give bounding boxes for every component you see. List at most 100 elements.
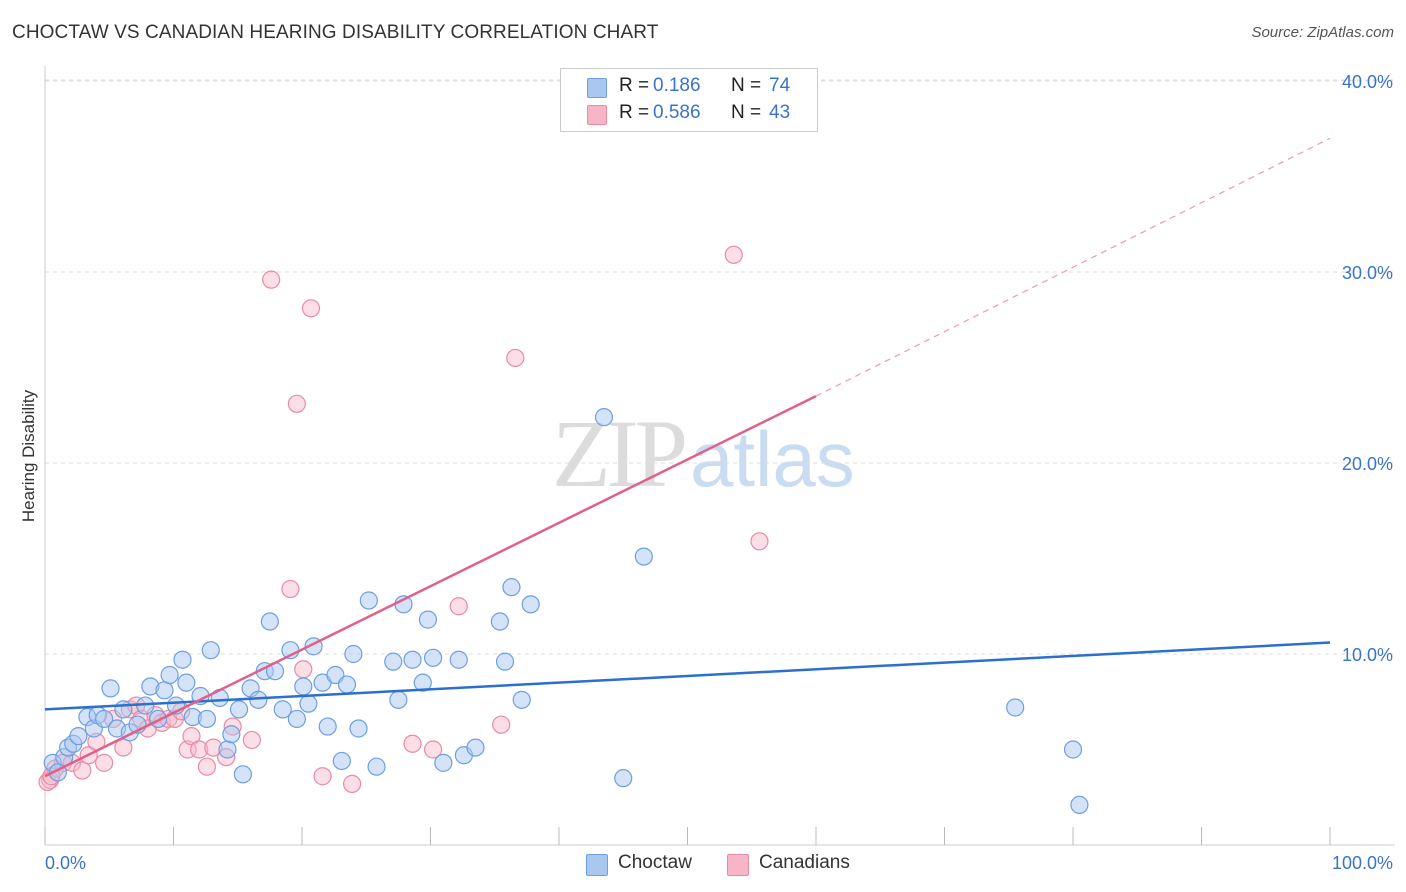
- choctaw-point: [384, 652, 403, 671]
- choctaw-point: [502, 578, 521, 597]
- canadians-point: [403, 734, 422, 753]
- choctaw-point: [359, 591, 378, 610]
- canadians-point: [294, 660, 313, 679]
- choctaw-point: [512, 690, 531, 709]
- canadians-point: [449, 597, 468, 616]
- choctaw-point: [349, 719, 368, 738]
- choctaw-point: [173, 650, 192, 669]
- bottom-legend-label: Choctaw: [618, 852, 692, 873]
- canadians-point: [506, 348, 525, 368]
- choctaw-point: [160, 665, 179, 685]
- choctaw-point: [434, 753, 453, 772]
- watermark-zip: ZIP: [552, 400, 688, 507]
- canadians-point: [343, 774, 362, 793]
- choctaw-point: [287, 709, 306, 729]
- choctaw-point: [318, 717, 337, 736]
- y-tick-label: 10.0%: [1342, 645, 1393, 665]
- canadians-point: [301, 299, 321, 318]
- choctaw-point: [299, 694, 318, 713]
- choctaw-swatch: [587, 78, 607, 98]
- legend-r-value: 0.186: [653, 75, 701, 96]
- choctaw-point: [449, 650, 468, 669]
- canadians-trend-line: [44, 395, 817, 778]
- choctaw-point: [466, 738, 485, 757]
- canadians-point: [313, 767, 332, 786]
- canadians-swatch: [587, 105, 607, 125]
- choctaw-point: [229, 700, 249, 719]
- canadians-point: [114, 738, 133, 757]
- choctaw-point: [490, 612, 509, 631]
- source-label: Source: ZipAtlas.com: [1251, 24, 1394, 41]
- choctaw-point: [634, 547, 653, 566]
- chart-title: CHOCTAW VS CANADIAN HEARING DISABILITY C…: [12, 22, 659, 43]
- choctaw-point: [1006, 698, 1025, 717]
- y-tick-label: 40.0%: [1342, 72, 1393, 92]
- canadians-point: [242, 730, 261, 750]
- y-tick-label: 20.0%: [1342, 454, 1393, 474]
- choctaw-point: [367, 757, 386, 776]
- tick-labels: 10.0% 20.0% 30.0% 40.0% 0.0% 100.0% Hearing Di…: [19, 72, 1393, 873]
- canadians-trend-extension: [815, 137, 1331, 397]
- canadians-point: [750, 532, 769, 551]
- choctaw-point: [114, 700, 133, 719]
- choctaw-point: [614, 769, 633, 788]
- y-axis-title: Hearing Disability: [19, 389, 38, 522]
- bottom-legend-label: Canadians: [759, 852, 850, 873]
- choctaw-trend-line: [44, 641, 1331, 711]
- canadians-point: [95, 753, 114, 772]
- choctaw-point: [418, 610, 438, 629]
- legend-n-label: N =: [731, 102, 762, 123]
- canadians-point: [423, 740, 443, 759]
- watermark-atlas: atlas: [690, 415, 855, 503]
- correlation-legend: R = 0.186 N = 74 R = 0.586 N = 43: [560, 68, 818, 132]
- legend-r-value: 0.586: [653, 102, 701, 123]
- choctaw-point: [233, 765, 252, 784]
- x-tick-label: 100.0%: [1332, 853, 1393, 873]
- choctaw-point: [413, 673, 432, 692]
- canadians-point: [287, 394, 306, 413]
- choctaw-swatch: [586, 854, 608, 876]
- choctaw-point: [177, 673, 196, 692]
- y-tick-label: 30.0%: [1342, 263, 1393, 283]
- choctaw-point: [521, 595, 540, 614]
- canadians-swatch: [727, 854, 749, 876]
- choctaw-point: [69, 727, 88, 746]
- choctaw-point: [423, 648, 443, 667]
- choctaw-point: [1063, 740, 1083, 759]
- data-points: [38, 245, 1089, 814]
- choctaw-point: [294, 677, 313, 696]
- x-tick-label: 0.0%: [45, 853, 86, 873]
- canadians-point: [182, 727, 201, 746]
- choctaw-point: [155, 681, 174, 700]
- choctaw-point: [403, 650, 422, 669]
- canadians-point: [73, 761, 92, 780]
- legend-n-label: N =: [731, 75, 762, 96]
- canadians-point: [190, 740, 209, 759]
- choctaw-point: [260, 612, 279, 631]
- legend-n-value: 74: [769, 75, 791, 96]
- axis-layer: [44, 66, 1395, 846]
- canadians-point: [262, 270, 281, 289]
- canadians-point: [281, 579, 300, 599]
- choctaw-point: [222, 725, 241, 744]
- choctaw-point: [1070, 795, 1089, 814]
- legend-r-label: R =: [619, 102, 650, 123]
- choctaw-point: [495, 652, 515, 671]
- choctaw-point: [594, 408, 614, 427]
- choctaw-point: [389, 690, 408, 709]
- choctaw-point: [332, 751, 351, 771]
- watermark: ZIPatlas: [552, 398, 855, 509]
- legend-r-label: R =: [619, 75, 650, 96]
- choctaw-point: [95, 709, 114, 729]
- grid-layer: [45, 79, 1395, 655]
- trend-lines: [44, 137, 1331, 778]
- choctaw-point: [197, 709, 217, 729]
- choctaw-point: [218, 740, 237, 759]
- canadians-point: [197, 757, 217, 776]
- choctaw-point: [201, 641, 220, 660]
- choctaw-point: [101, 679, 120, 698]
- legend-n-value: 43: [769, 102, 791, 123]
- choctaw-point: [337, 675, 357, 694]
- canadians-point: [492, 715, 511, 734]
